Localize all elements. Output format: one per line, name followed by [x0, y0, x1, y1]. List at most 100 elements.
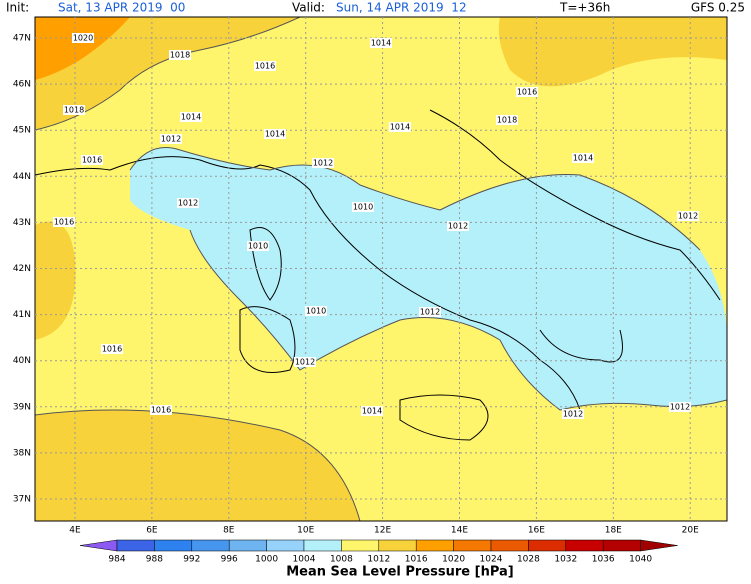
- contour-label-bg: [180, 112, 202, 122]
- colorbar-tick-label: 992: [183, 555, 200, 565]
- lat-label: 37N: [13, 495, 31, 505]
- contour-label-bg: [169, 50, 191, 60]
- contour-label: 1014: [371, 39, 391, 48]
- contour-label-bg: [447, 221, 469, 231]
- header: Init: Sat, 13 APR 2019 00 Valid: Sun, 14…: [6, 1, 745, 15]
- lon-label: 8E: [223, 526, 235, 536]
- contour-label: 1014: [265, 130, 285, 139]
- lon-label: 20E: [682, 526, 699, 536]
- contour-label: 1012: [295, 358, 315, 367]
- colorbar-tick-label: 1020: [442, 555, 465, 565]
- lon-label: 12E: [374, 526, 391, 536]
- contour-label-bg: [361, 406, 383, 416]
- colorbar: 984 988 992 996 1000 1004 1008 1012 1016 1020 1024…: [79, 539, 678, 565]
- contour-label: 1016: [151, 406, 171, 415]
- colorbar-segment: [490, 539, 529, 552]
- colorbar-segment: [303, 539, 342, 552]
- colorbar-tick-label: 1000: [255, 555, 278, 565]
- model-name: GFS 0.25: [691, 1, 745, 15]
- colorbar-tick-label: 1016: [405, 555, 428, 565]
- colorbar-tick-label: 1036: [592, 555, 615, 565]
- lon-label: 18E: [605, 526, 622, 536]
- contour-label: 1010: [306, 307, 326, 316]
- field-1020: [35, 17, 130, 80]
- lon-label: 14E: [451, 526, 468, 536]
- colorbar-title: Mean Sea Level Pressure [hPa]: [286, 565, 514, 580]
- colorbar-tick-label: 1024: [480, 555, 503, 565]
- contour-label-bg: [247, 241, 269, 251]
- lat-label: 46N: [13, 80, 31, 90]
- contour-label-bg: [294, 357, 316, 367]
- lat-label: 43N: [13, 218, 31, 228]
- contour-label: 1012: [178, 199, 198, 208]
- contour-label: 1018: [497, 116, 517, 125]
- colorbar-tick-label: 1032: [554, 555, 577, 565]
- contour-label-bg: [496, 115, 518, 125]
- lead-time: T=+36h: [559, 1, 610, 15]
- contour-label-bg: [572, 153, 594, 163]
- contour-label-bg: [370, 38, 392, 48]
- contour-label: 1016: [102, 345, 122, 354]
- colorbar-segment: [378, 539, 417, 552]
- lat-label: 44N: [13, 172, 31, 182]
- colorbar-segment: [528, 539, 567, 552]
- contour-label: 1012: [161, 135, 181, 144]
- contour-label: 1018: [170, 51, 190, 60]
- field-1016: [498, 17, 727, 87]
- contour-label-bg: [562, 409, 584, 419]
- colorbar-segment: [341, 539, 380, 552]
- field-1016: [35, 17, 300, 130]
- lat-label: 41N: [13, 310, 31, 320]
- colorbar-segment: [116, 539, 155, 552]
- valid-time: Sun, 14 APR 2019 12: [336, 1, 467, 15]
- contour-label: 1012: [678, 212, 698, 221]
- lat-label: 42N: [13, 264, 31, 274]
- colorbar-tick-label: 996: [221, 555, 238, 565]
- lon-label: 4E: [69, 526, 81, 536]
- contour-label-bg: [305, 306, 327, 316]
- lat-label: 47N: [13, 34, 31, 44]
- lon-label: 6E: [146, 526, 158, 536]
- contour-label: 1020: [73, 34, 93, 43]
- field-1016: [35, 221, 76, 340]
- contour-label-bg: [312, 158, 334, 168]
- contour-label: 1014: [181, 113, 201, 122]
- colorbar-segment: [154, 539, 193, 552]
- contour-label-bg: [160, 134, 182, 144]
- init-label: Init:: [6, 1, 29, 15]
- contour-label-bg: [264, 129, 286, 139]
- contour-label-bg: [677, 211, 699, 221]
- contour-label-bg: [352, 202, 374, 212]
- colorbar-triangle: [640, 539, 678, 552]
- colorbar-segment: [191, 539, 230, 552]
- contour-label: 1014: [573, 154, 593, 163]
- contour-label: 1012: [448, 222, 468, 231]
- field-1016: [35, 410, 360, 521]
- colorbar-segment: [415, 539, 454, 552]
- contour-label: 1010: [248, 242, 268, 251]
- colorbar-segment: [453, 539, 492, 552]
- colorbar-segment: [228, 539, 267, 552]
- colorbar-tick-label: 1004: [293, 555, 316, 565]
- contour-label: 1012: [313, 159, 333, 168]
- contour-label: 1012: [420, 308, 440, 317]
- contour-label: 1016: [54, 218, 74, 227]
- colorbar-tick-label: 1040: [629, 555, 652, 565]
- contour-label-bg: [254, 61, 276, 71]
- contour-label: 1018: [64, 106, 84, 115]
- valid-label: Valid:: [292, 1, 325, 15]
- colorbar-tick-label: 984: [108, 555, 125, 565]
- contour-label-bg: [81, 155, 103, 165]
- colorbar-segment: [602, 539, 641, 552]
- contour-label-bg: [419, 307, 441, 317]
- contour-label: 1016: [82, 156, 102, 165]
- contour-label-bg: [63, 105, 85, 115]
- contour-label: 1016: [255, 62, 275, 71]
- lat-label: 39N: [13, 402, 31, 412]
- lat-label: 40N: [13, 356, 31, 366]
- contour-label: 1010: [353, 203, 373, 212]
- lon-label: 16E: [528, 526, 545, 536]
- colorbar-tick-label: 1012: [367, 555, 390, 565]
- contour-label-bg: [53, 217, 75, 227]
